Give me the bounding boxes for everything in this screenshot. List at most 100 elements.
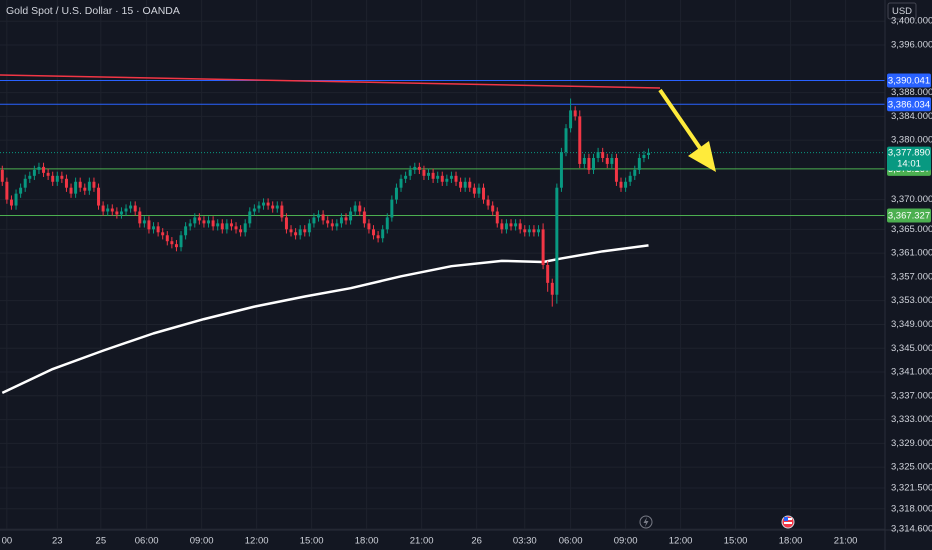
candle-body: [477, 187, 481, 194]
candle-body: [454, 175, 458, 182]
candle-body: [514, 223, 518, 227]
candle-body: [216, 223, 220, 227]
candle-body: [207, 220, 211, 224]
drawings: [0, 74, 716, 172]
candle-body: [647, 152, 651, 156]
x-tick-label: 00: [2, 536, 13, 547]
candle-body: [326, 220, 330, 224]
level-label: 3,367.327: [888, 211, 930, 222]
y-tick-label: 3,314.600: [891, 524, 932, 535]
trend-line: [0, 74, 661, 89]
x-tick-label: 09:00: [190, 536, 214, 547]
candle-body: [417, 166, 421, 170]
flag-canton: [784, 517, 788, 521]
candle-body: [188, 223, 192, 227]
candle-body: [55, 175, 59, 182]
candle-body: [32, 169, 36, 176]
candle-body: [5, 181, 9, 200]
candle-body: [156, 226, 160, 233]
level-tag: [887, 97, 931, 112]
candle-body: [573, 110, 577, 117]
y-tick-label: 3,329.000: [891, 438, 932, 449]
currency-box[interactable]: [887, 2, 917, 20]
x-tick-label: 18:00: [779, 536, 803, 547]
candle-body: [60, 175, 64, 179]
candle-body: [472, 187, 476, 194]
candle-body: [427, 172, 431, 176]
candle-body: [569, 110, 573, 129]
candle-body: [610, 157, 614, 164]
candle-body: [495, 211, 499, 224]
candle-body: [87, 181, 91, 191]
candle-body: [367, 223, 371, 230]
candle-body: [592, 157, 596, 170]
candle-body: [436, 175, 440, 179]
candle-body: [9, 199, 13, 206]
candle-body: [633, 169, 637, 176]
y-tick-label: 3,396.000: [891, 40, 932, 51]
moving-average: [1, 244, 649, 394]
plot-area: [0, 0, 885, 530]
x-tick-label: 06:00: [559, 536, 583, 547]
candle-body: [239, 229, 243, 233]
x-tick-label: 06:00: [135, 536, 159, 547]
candle-body: [317, 214, 321, 218]
arrow-head: [688, 141, 716, 172]
candle-body: [14, 193, 18, 206]
y-tick-label: 3,345.000: [891, 343, 932, 354]
candle-body: [174, 244, 178, 248]
candle-body: [491, 205, 495, 212]
flag-icon[interactable]: [781, 515, 795, 529]
candle-body: [509, 223, 513, 227]
candle-body: [408, 169, 412, 176]
x-tick-label: 12:00: [669, 536, 693, 547]
x-tick-label: 23: [52, 536, 63, 547]
candle-body: [321, 214, 325, 221]
candle-body: [106, 208, 110, 212]
candle-body: [289, 229, 293, 233]
x-tick-label: 21:00: [410, 536, 434, 547]
candle-body: [404, 175, 408, 179]
candle-body: [280, 205, 284, 218]
candle-body: [234, 226, 238, 230]
candle-body: [37, 166, 41, 170]
candle-body: [422, 169, 426, 176]
candle-body: [243, 223, 247, 233]
candle-body: [69, 187, 73, 194]
candle-body: [628, 175, 632, 182]
candle-body: [138, 211, 142, 224]
candle-body: [601, 152, 605, 158]
candle-body: [381, 229, 385, 239]
candle-body: [193, 217, 197, 224]
x-tick-label: 12:00: [245, 536, 269, 547]
level-label: 3,390.041: [888, 75, 930, 86]
candle-body: [394, 187, 398, 200]
level-label: 3,386.034: [888, 99, 930, 110]
candle-body: [252, 208, 256, 212]
candle-body: [152, 226, 156, 230]
y-tick-label: 3,325.000: [891, 462, 932, 473]
candle-body: [97, 187, 101, 206]
y-tick-label: 3,365.000: [891, 224, 932, 235]
y-tick-label: 3,388.000: [891, 87, 932, 98]
candle-body: [541, 229, 545, 265]
x-tick-label: 25: [96, 536, 107, 547]
candle-body: [225, 223, 229, 230]
candle-body: [165, 235, 169, 242]
candle-body: [248, 211, 252, 224]
event-bolt: [643, 517, 649, 527]
candle-body: [284, 217, 288, 230]
y-tick-label: 3,353.000: [891, 295, 932, 306]
candle-body: [74, 181, 78, 194]
candle-body: [229, 223, 233, 227]
candle-body: [42, 166, 46, 173]
last-price-label: 3,377.890: [888, 148, 930, 159]
candle-body: [19, 187, 23, 194]
candle-body: [349, 211, 353, 221]
candle-body: [642, 155, 646, 158]
candle-body: [294, 232, 298, 236]
candle-body: [92, 181, 96, 188]
events-icon[interactable]: [639, 515, 653, 529]
candle-body: [546, 265, 550, 283]
